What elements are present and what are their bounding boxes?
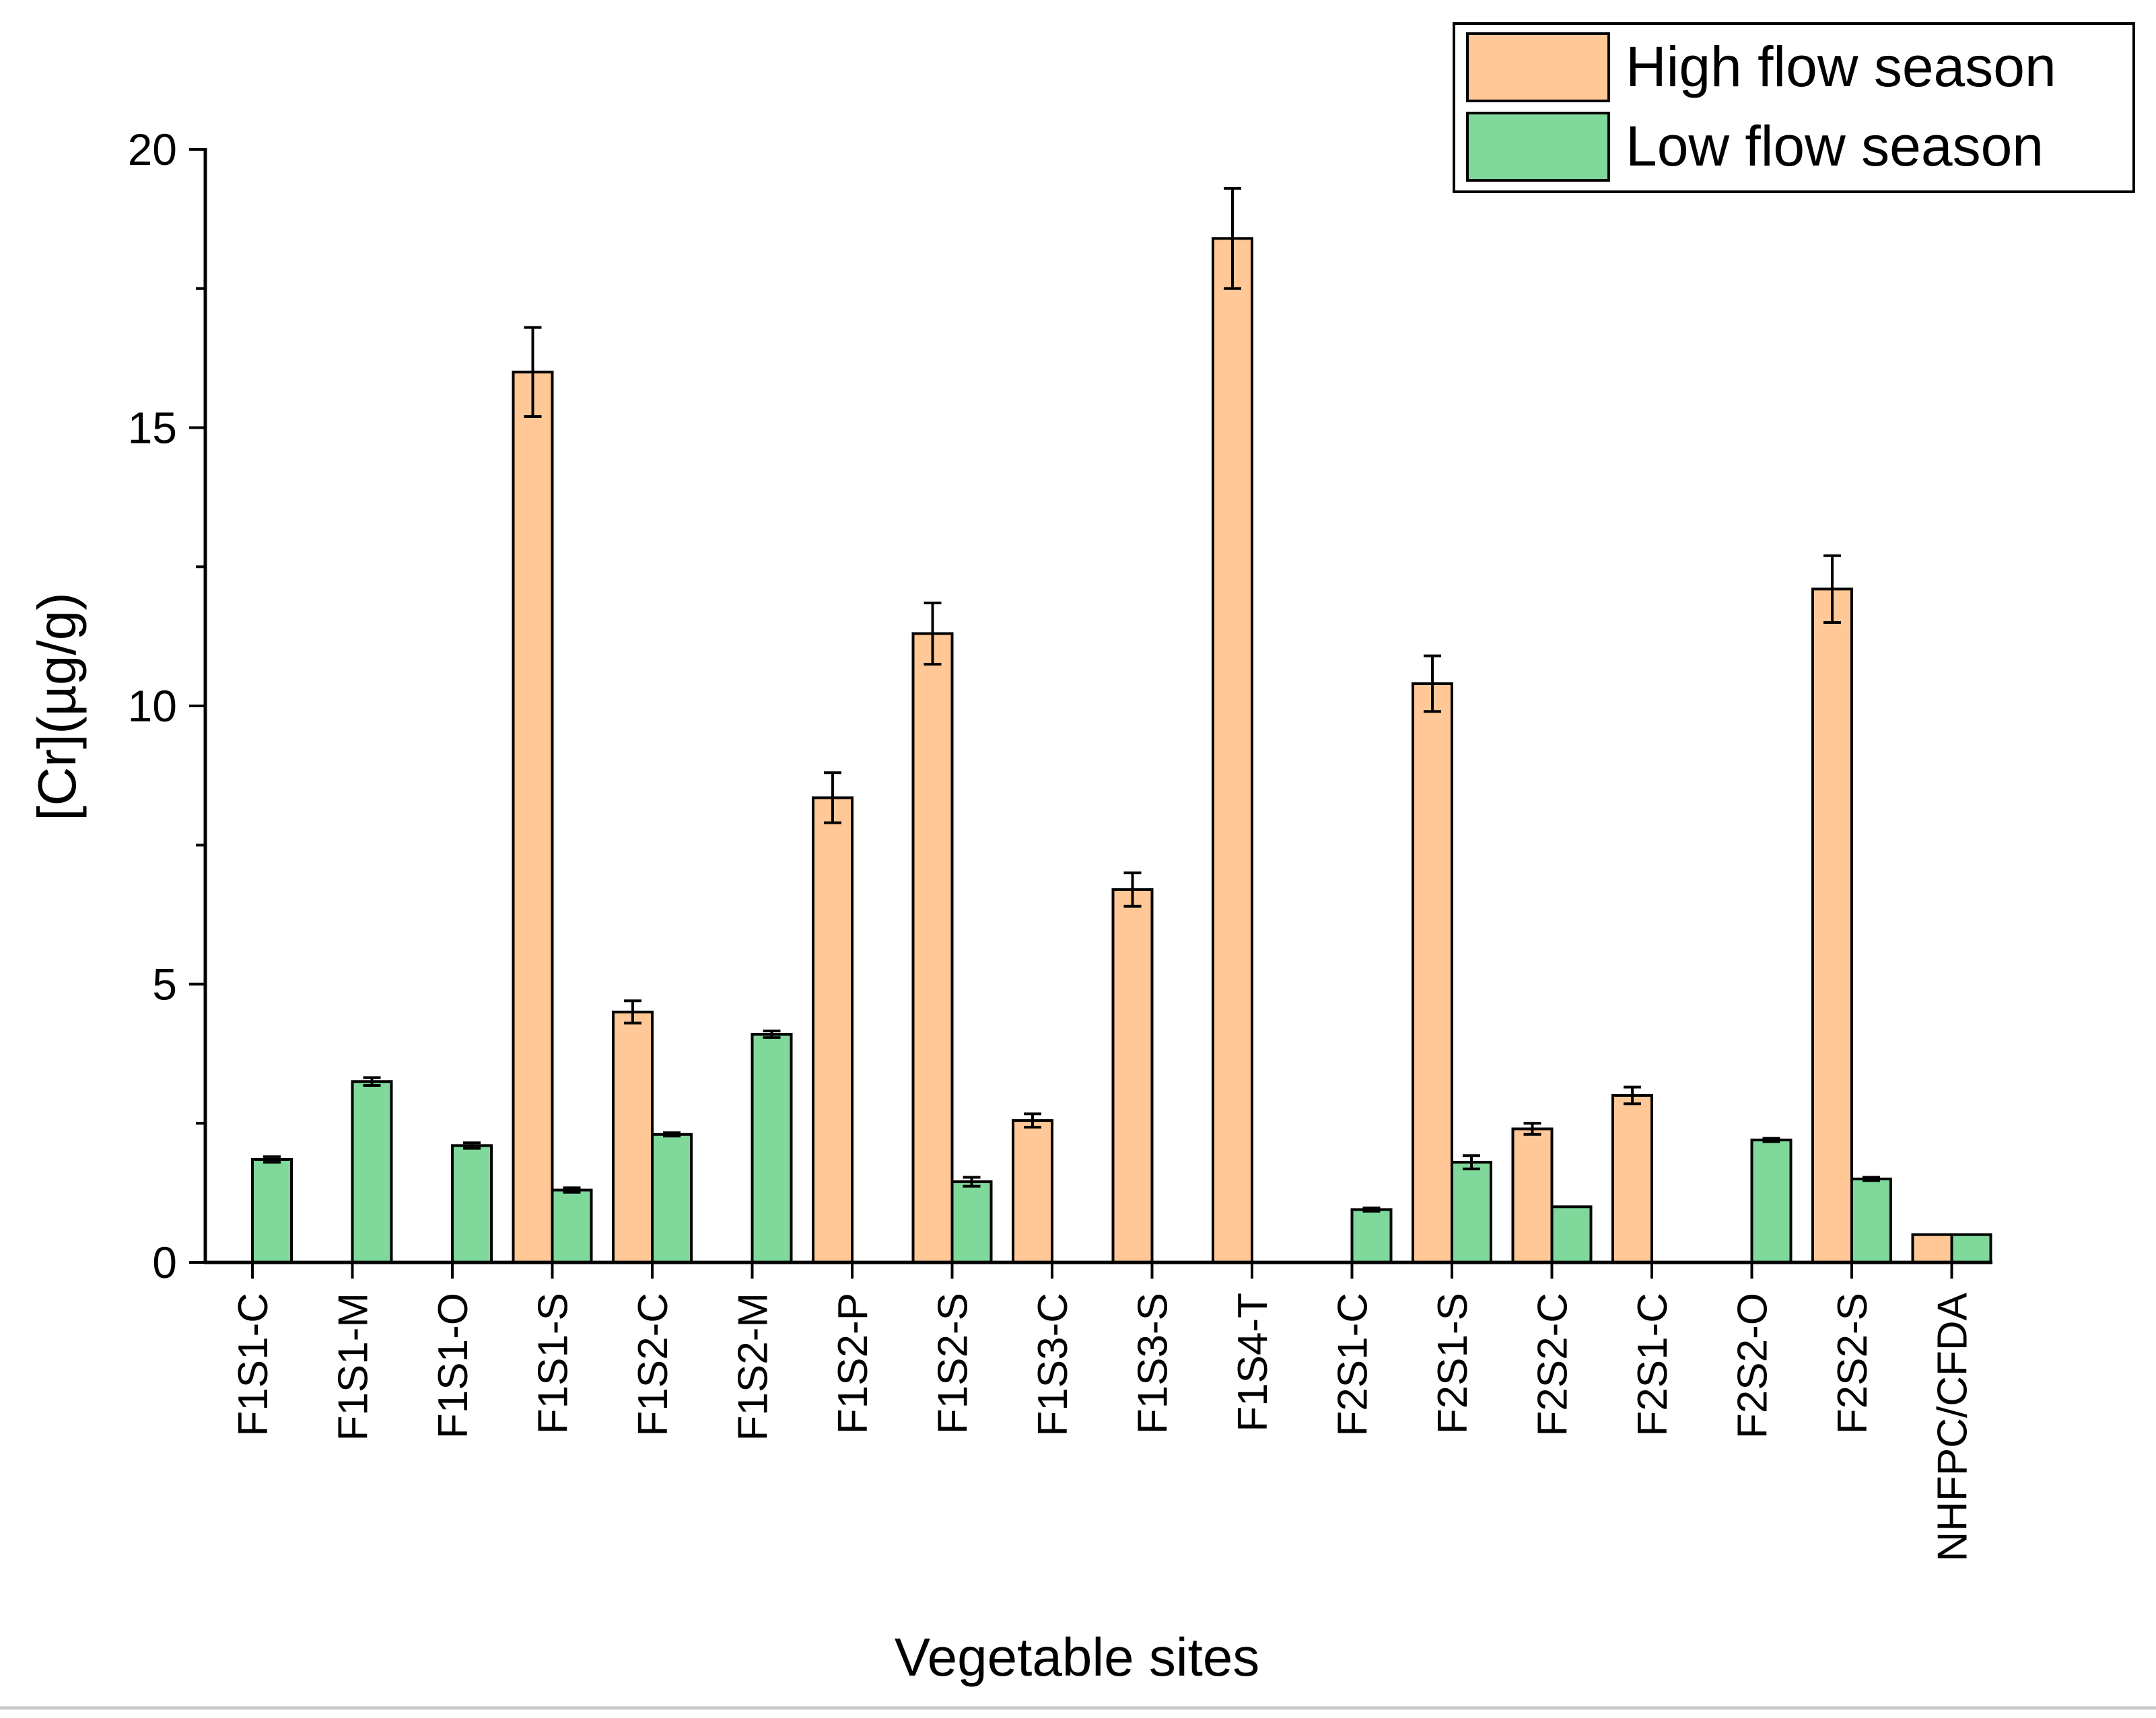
x-tick-label: F1S2-P [830,1293,876,1434]
bar-low-flow [251,1158,293,1264]
error-bar-high-flow [1024,1112,1041,1129]
bar-low-flow [950,1180,993,1264]
bar-low-flow [751,1032,793,1264]
error-bar-high-flow [1823,554,1841,624]
y-tick-label: 0 [152,1238,177,1287]
bar-high-flow [1511,1127,1554,1264]
x-tick-labels-layer: F1S1-C F1S1-M F1S1-O F1S1-S F1S2-C F1S2-M F1S2… [230,1262,1976,1562]
x-tick-label: F2S2-O [1730,1293,1776,1439]
x-tick-label: NHFPC/CFDA [1930,1292,1976,1561]
x-tick-label: F1S2-C [630,1293,676,1437]
error-bar-low-flow [263,1155,281,1164]
bar-low-flow [551,1188,593,1264]
error-bar-low-flow [663,1131,681,1138]
bar-high-flow [1212,237,1253,1264]
x-tick-label: F2S1-S [1430,1293,1476,1434]
bar-high-flow [512,370,554,1264]
x-tick-label: F2S2-S [1830,1293,1876,1434]
bar-low-flow [1850,1177,1892,1264]
error-bar-high-flow [1424,654,1441,713]
error-bar-high-flow [624,999,641,1025]
error-bar-low-flow [1463,1154,1480,1171]
x-axis-title: Vegetable sites [895,1627,1260,1687]
x-tick-label: F1S2-M [730,1293,777,1441]
x-tick-label: F2S1-C [1630,1293,1676,1437]
error-bars-layer [263,186,1880,1213]
x-tick-label: F1S1-M [331,1293,377,1441]
bar-high-flow [1611,1094,1653,1264]
bar-low-flow [451,1144,493,1264]
x-tick-label: F2S2-C [1530,1293,1576,1437]
legend-swatch-high-flow [1466,32,1610,102]
legend-label-low-flow: Low flow season [1626,114,2044,178]
error-bar-low-flow [1362,1206,1381,1213]
x-tick-label: F1S3-S [1130,1293,1177,1434]
x-tick-label: F1S2-S [930,1293,977,1434]
bar-high-flow [1811,587,1853,1264]
y-tick-label: 15 [128,403,177,453]
bars-layer [251,237,1992,1264]
error-bar-low-flow [363,1076,381,1087]
error-bar-low-flow [1863,1176,1880,1182]
error-bar-low-flow [963,1176,981,1188]
bar-low-flow [1750,1139,1793,1264]
y-tick-label: 20 [128,124,177,174]
y-ticks-layer: 0 5 10 15 20 [128,124,205,1287]
bar-low-flow [351,1080,393,1264]
x-tick-label: F1S3-C [1030,1293,1076,1437]
legend-swatch-low-flow [1466,112,1610,182]
x-tick-label: F2S1-C [1330,1293,1377,1437]
x-tick-label: F1S4-T [1230,1293,1276,1432]
bar-low-flow [1550,1205,1593,1264]
bar-low-flow [651,1133,693,1264]
x-tick-label: F1S1-S [530,1293,577,1434]
y-axis-title: [Cr](µg/g) [27,592,87,820]
bar-high-flow [1911,1233,1953,1264]
error-bar-low-flow [763,1029,781,1039]
x-tick-label: F1S1-C [230,1293,277,1437]
error-bar-low-flow [463,1141,481,1150]
error-bar-high-flow [524,326,542,418]
error-bar-low-flow [1762,1137,1780,1143]
x-tick-label: F1S1-O [430,1293,477,1439]
error-bar-high-flow [824,771,841,824]
bar-low-flow [1451,1161,1492,1264]
bar-high-flow [911,632,954,1264]
y-tick-label: 10 [128,681,177,731]
bar-high-flow [1111,888,1154,1264]
bar-low-flow [1950,1233,1992,1264]
error-bar-high-flow [924,602,942,666]
error-bar-high-flow [1123,871,1142,908]
legend: High flow season Low flow season [1453,22,2135,193]
y-tick-label: 5 [152,960,177,1009]
bar-high-flow [1412,682,1453,1264]
bar-high-flow [612,1010,654,1264]
bar-high-flow [1012,1119,1053,1264]
legend-label-high-flow: High flow season [1626,35,2056,98]
error-bar-low-flow [563,1186,581,1194]
error-bar-high-flow [1624,1085,1641,1106]
bar-high-flow [812,796,854,1264]
error-bar-high-flow [1224,186,1241,290]
bar-low-flow [1350,1208,1393,1264]
error-bar-high-flow [1523,1122,1541,1136]
